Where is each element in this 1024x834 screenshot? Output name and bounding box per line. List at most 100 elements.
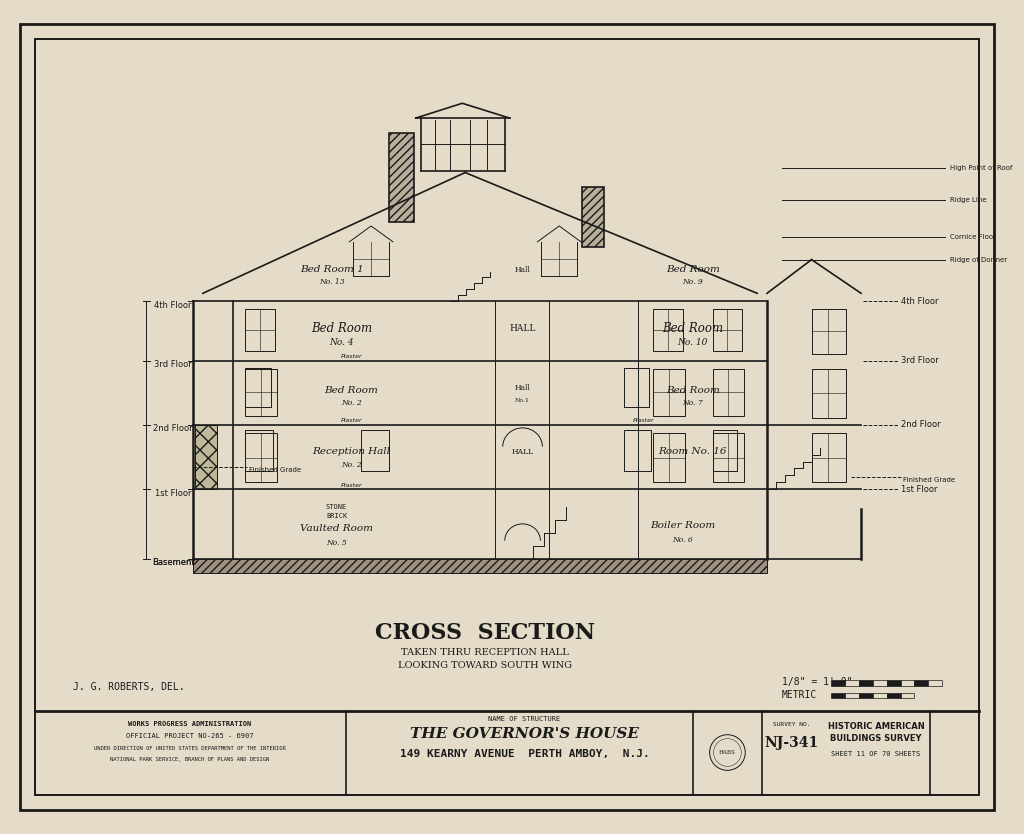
Bar: [713, 433, 744, 482]
Text: No. 13: No. 13: [318, 279, 344, 286]
Text: THE GOVERNOR'S HOUSE: THE GOVERNOR'S HOUSE: [410, 726, 639, 741]
Text: No. 6: No. 6: [673, 535, 693, 544]
Bar: [812, 433, 846, 482]
Text: 2nd Floor: 2nd Floor: [154, 425, 193, 434]
Bar: [845, 681, 859, 686]
Text: J. G. ROBERTS, DEL.: J. G. ROBERTS, DEL.: [73, 682, 184, 692]
Bar: [831, 681, 845, 686]
Text: HABS: HABS: [719, 750, 736, 755]
Bar: [845, 693, 859, 698]
Bar: [713, 309, 742, 350]
Text: SURVEY NO.: SURVEY NO.: [773, 722, 811, 727]
Text: 1st Floor: 1st Floor: [155, 489, 191, 498]
Text: No. 7: No. 7: [682, 399, 703, 407]
Bar: [653, 309, 683, 350]
Text: LOOKING TOWARD SOUTH WING: LOOKING TOWARD SOUTH WING: [398, 661, 572, 670]
Text: Boiler Room: Boiler Room: [650, 521, 716, 530]
Text: Basement: Basement: [152, 558, 195, 567]
Bar: [812, 369, 846, 418]
Text: 149 KEARNY AVENUE  PERTH AMBOY,  N.J.: 149 KEARNY AVENUE PERTH AMBOY, N.J.: [399, 748, 649, 758]
Bar: [361, 430, 389, 471]
Text: STONE: STONE: [326, 504, 347, 510]
Text: No. 4: No. 4: [329, 339, 353, 347]
Bar: [624, 368, 649, 407]
Text: Hall: Hall: [515, 384, 530, 392]
Text: Bed Room: Bed Room: [666, 386, 720, 394]
Bar: [193, 559, 767, 573]
Text: Finished Grade: Finished Grade: [902, 477, 954, 484]
Bar: [914, 681, 929, 686]
Text: Bed Room: Bed Room: [666, 265, 720, 274]
Text: Plaster: Plaster: [341, 483, 362, 488]
Text: UNDER DIRECTION OF UNITED STATES DEPARTMENT OF THE INTERIOR: UNDER DIRECTION OF UNITED STATES DEPARTM…: [94, 746, 286, 751]
Text: 4th Floor: 4th Floor: [155, 301, 191, 309]
Text: Finished Grade: Finished Grade: [250, 467, 301, 474]
Text: Ridge Line: Ridge Line: [950, 198, 987, 203]
Text: Cornice Floor: Cornice Floor: [950, 234, 996, 240]
Text: HALL: HALL: [512, 448, 534, 455]
Text: Hall: Hall: [515, 265, 530, 274]
Bar: [901, 693, 914, 698]
Bar: [653, 369, 685, 416]
Bar: [195, 425, 217, 490]
Text: Bed Room: Bed Room: [325, 386, 378, 394]
Bar: [624, 430, 651, 471]
Text: TAKEN THRU RECEPTION HALL: TAKEN THRU RECEPTION HALL: [401, 648, 569, 657]
Text: 1st Floor: 1st Floor: [901, 485, 937, 494]
Bar: [246, 309, 275, 350]
Bar: [887, 681, 901, 686]
Text: No. 2: No. 2: [341, 399, 361, 407]
Bar: [246, 433, 278, 482]
Text: Reception Hall: Reception Hall: [312, 447, 390, 456]
Bar: [713, 369, 744, 416]
Bar: [246, 368, 271, 407]
Text: HALL: HALL: [509, 324, 536, 334]
Text: METRIC: METRIC: [782, 690, 817, 700]
Bar: [901, 681, 914, 686]
Text: No. 5: No. 5: [326, 539, 347, 547]
Bar: [831, 693, 845, 698]
Text: Plaster: Plaster: [341, 354, 362, 359]
Text: Bed Room: Bed Room: [663, 323, 723, 335]
Text: No. 10: No. 10: [678, 339, 708, 347]
Text: Bed Room 1: Bed Room 1: [300, 265, 364, 274]
Text: Ridge of Dormer: Ridge of Dormer: [950, 257, 1008, 263]
Bar: [246, 369, 278, 416]
Text: WORKS PROGRESS ADMINISTRATION: WORKS PROGRESS ADMINISTRATION: [128, 721, 252, 726]
Text: NAME OF STRUCTURE: NAME OF STRUCTURE: [488, 716, 561, 722]
Text: 1/8" = 1'-0": 1/8" = 1'-0": [782, 677, 852, 687]
Bar: [812, 309, 846, 354]
Text: HISTORIC AMERICAN: HISTORIC AMERICAN: [827, 722, 925, 731]
Text: No. 2: No. 2: [341, 461, 361, 470]
Text: SHEET 11 OF 70 SHEETS: SHEET 11 OF 70 SHEETS: [831, 751, 921, 756]
Text: 4th Floor: 4th Floor: [901, 297, 938, 306]
Text: Plaster: Plaster: [341, 419, 362, 424]
Bar: [859, 693, 872, 698]
Bar: [929, 681, 942, 686]
Text: 3rd Floor: 3rd Floor: [155, 360, 193, 369]
Text: CROSS  SECTION: CROSS SECTION: [375, 622, 595, 644]
Text: BUILDINGS SURVEY: BUILDINGS SURVEY: [830, 734, 922, 743]
Text: Plaster: Plaster: [633, 419, 654, 424]
Text: NJ-341: NJ-341: [765, 736, 819, 750]
Text: No. 9: No. 9: [682, 279, 703, 286]
Text: Bed Room: Bed Room: [311, 323, 372, 335]
Bar: [389, 133, 414, 222]
Text: NATIONAL PARK SERVICE, BRANCH OF PLANS AND DESIGN: NATIONAL PARK SERVICE, BRANCH OF PLANS A…: [111, 757, 269, 762]
Text: 3rd Floor: 3rd Floor: [901, 356, 938, 365]
Bar: [872, 693, 887, 698]
Text: BRICK: BRICK: [326, 513, 347, 519]
Bar: [872, 681, 887, 686]
Text: No.1: No.1: [515, 398, 530, 403]
Text: OFFICIAL PROJECT NO-265 - 6907: OFFICIAL PROJECT NO-265 - 6907: [126, 733, 254, 739]
Text: Basement: Basement: [152, 558, 195, 567]
Bar: [859, 681, 872, 686]
Bar: [713, 430, 737, 471]
Text: Room No. 16: Room No. 16: [658, 447, 727, 456]
Bar: [246, 430, 273, 471]
Bar: [653, 433, 685, 482]
Text: Vaulted Room: Vaulted Room: [300, 525, 373, 533]
Text: 2nd Floor: 2nd Floor: [901, 420, 940, 430]
Text: High Point of Roof: High Point of Roof: [950, 164, 1013, 171]
Bar: [887, 693, 901, 698]
